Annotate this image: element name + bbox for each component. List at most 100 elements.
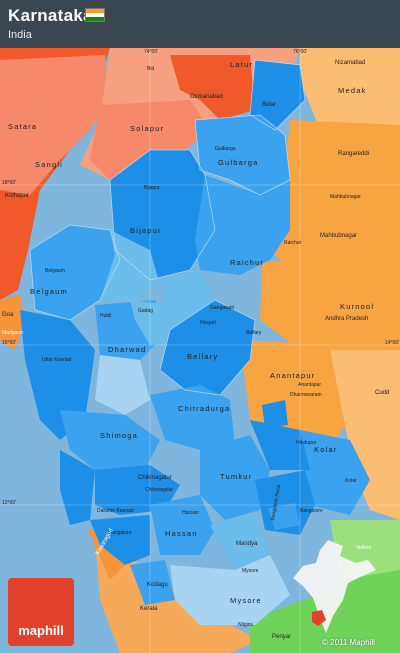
district-dakshin-kannad[interactable] <box>90 515 150 565</box>
label-sangli: Sangli <box>35 160 64 169</box>
label-shimoga: Shimoga <box>100 431 139 440</box>
label-medak: Medak <box>338 86 367 95</box>
label-mysore: Mysore <box>230 596 262 605</box>
label-gangawati: Gangawati <box>210 305 234 311</box>
label-bijapur-city: Bijapur <box>144 185 160 191</box>
region-cuddapah[interactable] <box>330 350 400 470</box>
label-chitradurga: Chitradurga <box>178 404 231 413</box>
district-bangalore-urban[interactable] <box>268 503 300 530</box>
label-raichur-city: Raichur <box>284 240 302 246</box>
district-belgaum[interactable] <box>30 225 120 320</box>
label-dharmavaram: Dharmavaram <box>290 392 322 398</box>
coordinate-76: 76°00' <box>293 49 308 55</box>
label-gulbarga: Gulbarga <box>218 158 259 167</box>
label-chikmagalur-city: Chikmagalur <box>145 487 174 493</box>
coordinate-12: 12°00' <box>2 500 17 506</box>
district-shimoga[interactable] <box>60 410 160 470</box>
district-tumkur[interactable] <box>200 435 270 520</box>
label-periyar: Periyar <box>272 634 292 640</box>
label-kurnool: Kurnool <box>340 302 375 311</box>
label-goa: Goa <box>2 312 14 318</box>
label-rangareddi: Rangareddi <box>338 151 370 157</box>
header-bar: Karnataka India <box>0 0 400 48</box>
label-mangalore: Mangalore <box>108 530 132 536</box>
district-borders <box>29 59 306 396</box>
region-osmanabad[interactable] <box>170 55 255 120</box>
district-chitradurga[interactable] <box>150 385 235 450</box>
label-gulbarga-city: Gulbarga <box>215 146 236 152</box>
label-kolhapur: Kolhapur <box>5 193 30 199</box>
district-mandya[interactable] <box>210 515 270 570</box>
label-solapur: Solapur <box>130 124 165 133</box>
label-bangalore: Bangalore <box>300 508 323 514</box>
label-belgaum-city: Belgaum <box>45 268 65 274</box>
india-flag-icon <box>85 8 105 22</box>
label-dakshin-kannad: Dakshin Kannad <box>97 508 134 514</box>
label-satara: Satara <box>8 122 38 131</box>
district-udupi[interactable] <box>60 450 95 525</box>
maphill-logo-text: maphill <box>18 623 64 638</box>
district-kolar[interactable] <box>300 430 370 515</box>
india-inset-map <box>293 540 376 633</box>
label-kodagu: Kodagu <box>147 582 168 588</box>
label-nilgiris: Nilgiris <box>238 622 253 628</box>
region-goa[interactable] <box>0 295 25 350</box>
label-hospet: Hospet <box>200 320 216 326</box>
district-chikmagalur[interactable] <box>95 465 180 515</box>
label-anantapur: Anantapur <box>270 371 316 380</box>
district-bidar[interactable] <box>250 60 305 130</box>
district-raichur[interactable] <box>195 175 290 275</box>
label-raichur: Raichur <box>230 258 265 267</box>
region-maharashtra-satara[interactable] <box>0 55 110 195</box>
label-gadag-city: Gadag <box>138 308 154 314</box>
region-hindupur[interactable] <box>262 400 288 428</box>
label-anantapur-city: Anantapur <box>298 382 322 388</box>
region-medak[interactable] <box>300 80 400 130</box>
label-bellary-city: Bellary <box>246 330 262 336</box>
label-vellore: Vellore <box>356 545 372 551</box>
page-subtitle: India <box>8 29 32 41</box>
label-cuddapah: Cudd <box>375 390 390 396</box>
label-uttar-kannad: Uttar Kannad <box>42 357 72 363</box>
label-andhra-pradesh: Andhra Pradesh <box>325 316 369 322</box>
maphill-logo[interactable]: maphill <box>8 578 74 646</box>
region-mahbubnagar[interactable] <box>265 185 400 280</box>
label-latur: Latur <box>230 60 254 69</box>
label-hubli: Hubli <box>100 313 112 319</box>
label-mahbubnagar: Mahbubnagar <box>320 233 358 239</box>
label-kerala: Kerala <box>140 606 158 612</box>
label-bid: Bid <box>147 66 155 72</box>
district-chikballapur[interactable] <box>250 420 310 470</box>
label-bellary: Bellary <box>187 352 219 361</box>
coordinate-14: 14°00' <box>385 340 400 346</box>
label-bijapur: Bijapur <box>130 226 162 235</box>
copyright-text: © 2011 Maphill <box>322 638 375 647</box>
coordinate-18: 18°00' <box>2 180 17 186</box>
label-tumkur: Tumkur <box>220 472 253 481</box>
graticule <box>0 48 400 653</box>
district-hassan[interactable] <box>150 495 215 555</box>
label-bidar: Bidar <box>262 102 277 108</box>
label-nizamabad: Nizamabad <box>335 60 366 66</box>
label-hindupur: Hindupur <box>296 440 317 446</box>
label-chikmagalur: Chikmagalur <box>138 475 172 481</box>
region-kurnool[interactable] <box>260 260 400 350</box>
label-kolar-city: Kolar <box>345 478 357 484</box>
label-mahbubnagar-city: Mahbubnagar <box>330 194 361 200</box>
district-bellary[interactable] <box>160 300 255 395</box>
district-gadag[interactable] <box>130 300 180 345</box>
district-haveri[interactable] <box>95 355 150 415</box>
label-belgaum: Belgaum <box>30 287 69 296</box>
label-osmanabad: Osmanabad <box>190 94 223 100</box>
label-kolar: Kolar <box>314 445 338 454</box>
district-gulbarga[interactable] <box>195 115 290 195</box>
district-mysore[interactable] <box>170 555 290 625</box>
district-uttar-kannad[interactable] <box>20 310 95 440</box>
label-hassan: Hassan <box>165 529 198 538</box>
district-kodagu[interactable] <box>130 560 175 605</box>
coordinate-16: 16°00' <box>2 340 17 346</box>
page-title: Karnataka <box>8 6 93 25</box>
coordinate-74: 74°00' <box>144 49 159 55</box>
